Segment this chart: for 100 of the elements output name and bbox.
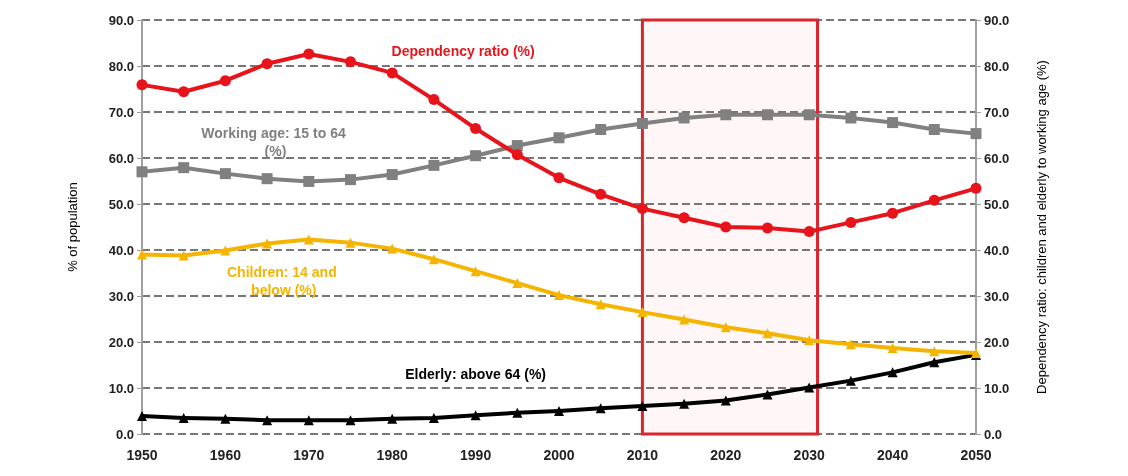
point: [428, 94, 440, 106]
point: [178, 86, 190, 98]
point: [804, 382, 815, 393]
point: [262, 415, 273, 426]
point: [595, 403, 606, 414]
y-tick-label: 20.0: [108, 334, 134, 350]
y2-tick-label: 30.0: [984, 288, 1010, 304]
point: [178, 412, 189, 423]
y-tick-label: 40.0: [108, 242, 134, 258]
point: [595, 299, 606, 310]
annotation: Dependency ratio (%): [391, 43, 535, 60]
point: [678, 212, 690, 224]
point: [178, 250, 189, 261]
point: [137, 411, 147, 422]
y2-tick-label: 80.0: [984, 58, 1010, 74]
y-tick-label: 50.0: [108, 196, 134, 212]
point: [720, 221, 732, 233]
y2-tick-label: 0.0: [984, 426, 1003, 442]
point: [136, 166, 148, 178]
point: [470, 410, 481, 421]
point: [637, 307, 648, 318]
annotation: Elderly: above 64 (%): [405, 365, 547, 382]
point: [220, 245, 231, 256]
point: [387, 413, 398, 424]
point: [136, 79, 148, 91]
y2-tick-label: 60.0: [984, 150, 1010, 166]
x-tick-label: 1980: [376, 447, 408, 463]
point: [637, 400, 648, 411]
point: [428, 412, 439, 423]
point: [345, 174, 356, 186]
x-tick-label: 2010: [626, 447, 659, 463]
point: [679, 314, 690, 325]
y2-tick-label: 90.0: [984, 12, 1010, 28]
point: [220, 413, 231, 424]
y2-tick-label: 10.0: [984, 380, 1010, 396]
x-tick-label: 1970: [293, 447, 325, 463]
point: [512, 278, 523, 289]
y2-tick-label: 20.0: [984, 334, 1010, 350]
point: [137, 249, 147, 260]
y-tick-label: 10.0: [108, 380, 134, 396]
x-tick-label: 1960: [209, 447, 242, 463]
x-tick-label: 1990: [460, 447, 492, 463]
point: [262, 238, 273, 249]
y-tick-label: 0.0: [115, 426, 134, 442]
x-tick-label: 2020: [710, 447, 742, 463]
point: [845, 112, 857, 124]
y-tick-label: 70.0: [108, 104, 134, 120]
y2-tick-label: 70.0: [984, 104, 1010, 120]
point: [803, 226, 815, 238]
point: [512, 407, 523, 418]
point: [845, 216, 857, 228]
point: [554, 406, 564, 416]
point: [554, 290, 564, 301]
point: [803, 109, 815, 121]
point: [595, 123, 607, 135]
y-tick-label: 30.0: [108, 288, 134, 304]
point: [720, 322, 731, 333]
point: [219, 168, 231, 180]
point: [470, 266, 481, 277]
point: [929, 346, 940, 357]
point: [804, 335, 815, 346]
y-tick-label: 90.0: [108, 12, 134, 28]
point: [762, 222, 773, 234]
x-tick-label: 2030: [793, 447, 825, 463]
point: [303, 234, 314, 245]
point: [303, 415, 314, 426]
y2-tick-label: 40.0: [984, 242, 1010, 258]
point: [219, 75, 231, 87]
y2-tick-label: 50.0: [984, 196, 1010, 212]
point: [636, 203, 648, 215]
point: [887, 117, 899, 129]
point: [845, 339, 856, 350]
point: [887, 207, 899, 219]
point: [679, 398, 690, 409]
point: [511, 149, 523, 161]
point: [553, 132, 565, 144]
point: [970, 128, 982, 140]
point: [595, 188, 607, 200]
point: [470, 123, 482, 135]
point: [720, 395, 731, 406]
x-tick-label: 2050: [960, 447, 992, 463]
point: [553, 172, 565, 184]
point: [762, 389, 773, 400]
point: [762, 328, 773, 339]
point: [428, 159, 440, 171]
point: [428, 254, 439, 265]
point: [678, 112, 690, 124]
point: [178, 162, 190, 174]
annotation: Working age: 15 to 64 (%): [201, 125, 350, 160]
y2-axis-title: Dependency ratio: children and elderly to working age (%): [1034, 60, 1049, 394]
point: [929, 357, 940, 368]
point: [303, 48, 315, 60]
point: [345, 415, 356, 426]
point: [303, 175, 315, 187]
x-tick-label: 1950: [126, 447, 158, 463]
point: [720, 109, 732, 121]
point: [386, 67, 398, 79]
point: [762, 109, 773, 121]
point: [345, 237, 356, 248]
point: [887, 342, 898, 353]
